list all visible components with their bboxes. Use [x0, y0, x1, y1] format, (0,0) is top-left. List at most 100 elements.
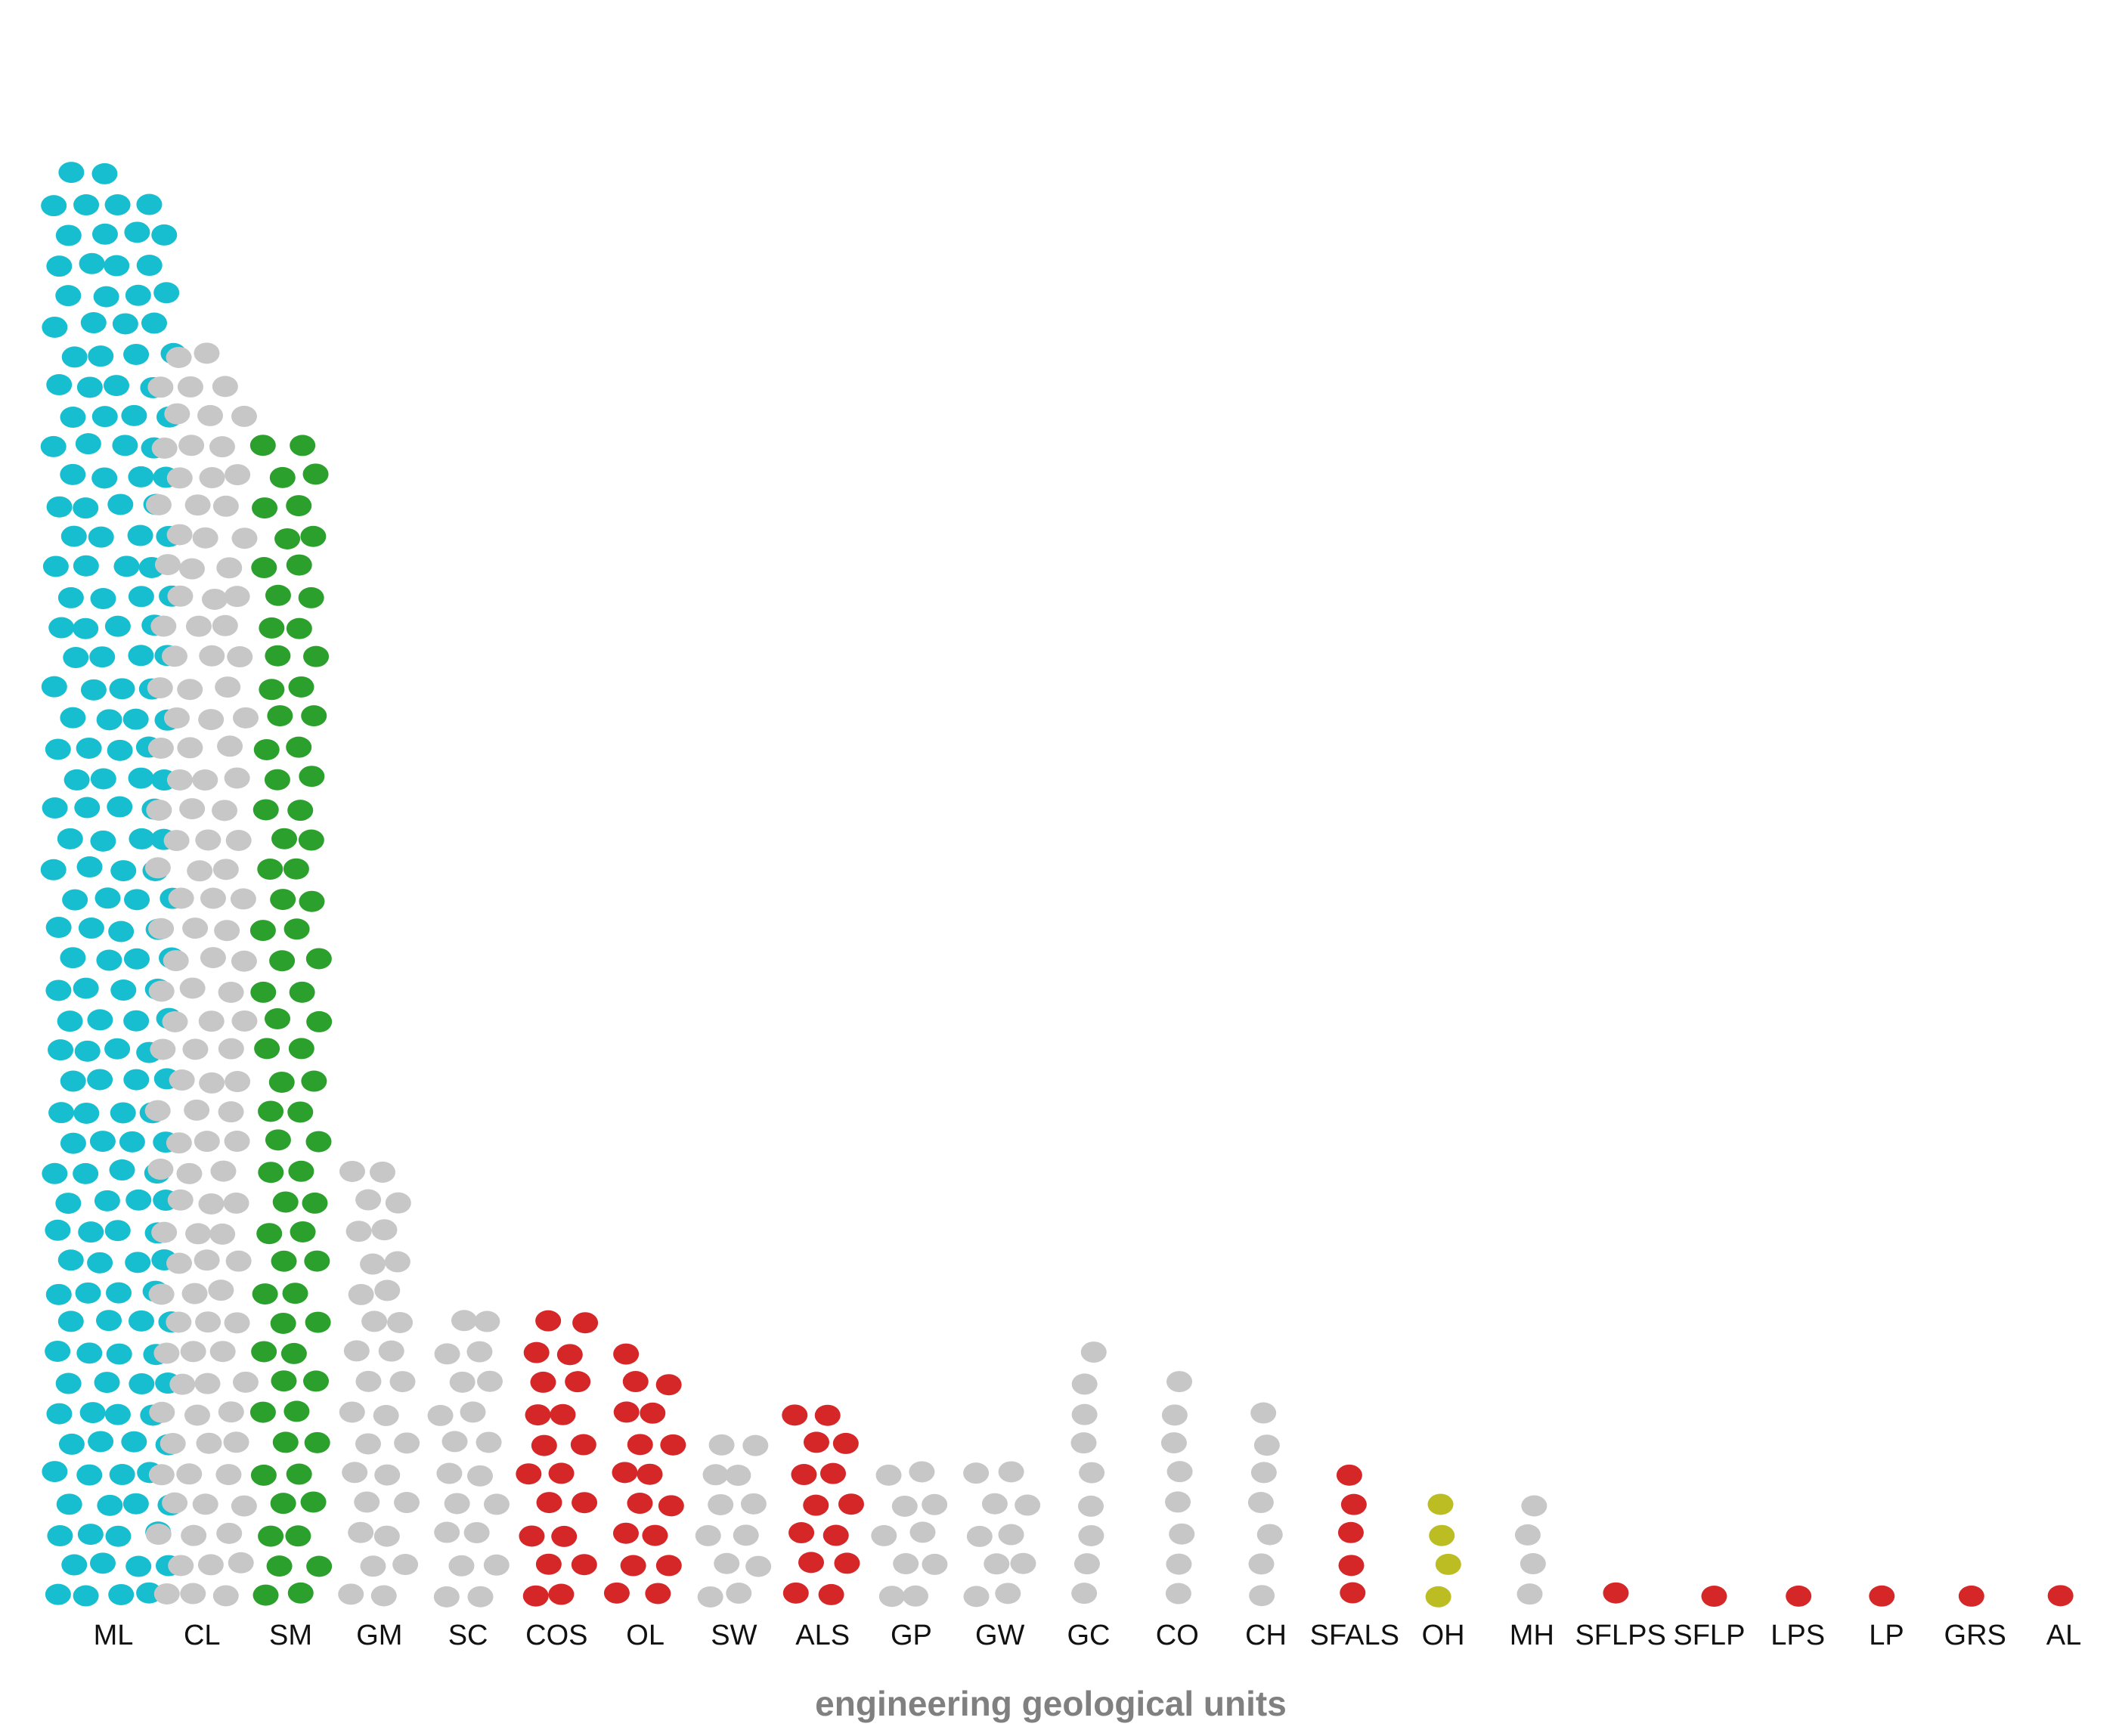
x-tick-label: SW — [711, 1620, 757, 1651]
dot — [1869, 1585, 1895, 1607]
dot — [523, 1341, 550, 1363]
dot — [256, 1223, 283, 1245]
dot — [612, 1522, 639, 1544]
dot — [427, 1404, 454, 1426]
dot — [902, 1585, 928, 1607]
dot — [1520, 1553, 1546, 1575]
dot — [373, 1525, 400, 1547]
dot — [271, 828, 298, 849]
dot — [176, 1162, 203, 1184]
dot — [1015, 1494, 1041, 1516]
dot — [148, 980, 175, 1002]
dot — [105, 1525, 132, 1547]
dot — [2047, 1585, 2074, 1607]
dot — [348, 1283, 374, 1305]
x-tick-label: CH — [1245, 1620, 1287, 1651]
dot — [123, 948, 150, 970]
dot — [89, 1131, 116, 1153]
dot — [981, 1493, 1008, 1515]
dot — [302, 463, 329, 485]
dot — [1165, 1491, 1191, 1513]
dot — [1161, 1404, 1188, 1426]
dot — [270, 1312, 296, 1334]
dot — [48, 1102, 75, 1124]
dot — [286, 617, 312, 639]
dot — [77, 1524, 104, 1546]
dot — [167, 1189, 194, 1211]
dot — [125, 1189, 152, 1211]
dot — [163, 950, 189, 972]
dot — [265, 1129, 291, 1151]
dot — [259, 679, 285, 701]
dot — [146, 799, 172, 821]
dot — [210, 1160, 237, 1182]
dot — [198, 1193, 225, 1215]
dot — [122, 1493, 149, 1515]
dot — [42, 555, 69, 577]
dot — [572, 1312, 599, 1334]
dot — [224, 767, 250, 789]
dot — [166, 346, 192, 368]
dot — [192, 1493, 218, 1515]
dot — [109, 678, 135, 700]
dot — [745, 1555, 772, 1577]
dot — [460, 1401, 486, 1423]
dot — [212, 614, 238, 636]
dot — [88, 526, 114, 548]
dot — [476, 1370, 503, 1392]
dot — [265, 584, 291, 606]
dot — [42, 316, 68, 338]
dot — [56, 1493, 82, 1515]
dot — [535, 1553, 562, 1575]
dot — [166, 1311, 192, 1333]
dot — [147, 1159, 174, 1181]
dot — [1336, 1464, 1362, 1486]
dot — [1338, 1555, 1365, 1577]
dot — [121, 404, 147, 426]
dot — [45, 917, 72, 939]
dot — [45, 1219, 71, 1241]
dot — [108, 921, 135, 942]
dot — [1427, 1493, 1454, 1515]
dot — [46, 496, 73, 518]
dot — [249, 1401, 276, 1423]
dot — [525, 1404, 551, 1426]
dot — [231, 1495, 257, 1517]
dot — [60, 407, 86, 429]
dot — [167, 585, 194, 607]
dot — [87, 1069, 113, 1091]
dot — [782, 1404, 808, 1426]
dot — [290, 435, 316, 456]
dot — [47, 1525, 73, 1547]
dot — [104, 375, 130, 397]
dot — [474, 1311, 500, 1332]
dot — [995, 1583, 1021, 1604]
dot — [742, 1434, 769, 1456]
dot — [121, 1431, 147, 1453]
dot — [708, 1434, 735, 1456]
dot — [75, 1282, 101, 1304]
dot — [195, 829, 222, 851]
dot — [253, 738, 280, 760]
dot — [124, 221, 150, 243]
dot — [1253, 1434, 1280, 1456]
dot — [1340, 1493, 1367, 1515]
dot — [112, 435, 138, 456]
dot — [875, 1464, 902, 1486]
dot — [179, 977, 206, 999]
dot — [814, 1404, 841, 1426]
dot — [1514, 1524, 1541, 1546]
dot — [176, 1463, 203, 1485]
dot — [1249, 1585, 1275, 1607]
dot — [998, 1461, 1024, 1483]
dot — [254, 1038, 280, 1060]
dot — [94, 887, 121, 909]
x-tick-label: GM — [356, 1620, 402, 1651]
x-tick-label: SFLP — [1673, 1620, 1745, 1651]
dot — [166, 769, 193, 791]
dot — [300, 525, 327, 547]
dot — [695, 1524, 721, 1546]
dot — [268, 1071, 295, 1093]
dot — [212, 859, 239, 880]
